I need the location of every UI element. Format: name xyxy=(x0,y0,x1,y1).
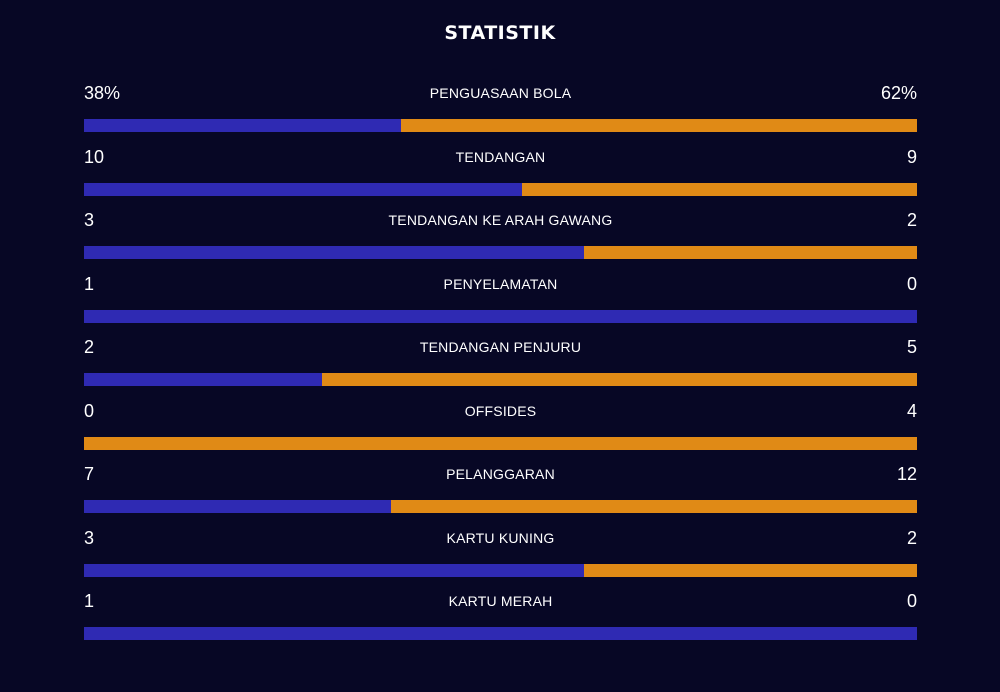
stat-label: OFFSIDES xyxy=(464,402,537,419)
comparison-bar xyxy=(84,182,917,196)
stat-label: KARTU MERAH xyxy=(448,593,553,609)
away-bar-segment xyxy=(583,246,917,259)
stats-title: STATISTIK xyxy=(444,22,556,44)
home-value: 3 xyxy=(84,210,95,230)
home-value: 2 xyxy=(84,337,95,357)
comparison-bar xyxy=(84,563,917,577)
stat-row-shots-on-target: 3 TENDANGAN KE ARAH GAWANG 2 xyxy=(84,207,917,271)
away-bar-segment xyxy=(84,436,917,450)
away-value: 2 xyxy=(906,210,917,230)
home-value: 1 xyxy=(84,273,95,294)
home-bar-segment xyxy=(84,309,917,323)
comparison-bar xyxy=(84,373,917,386)
stat-row-yellow-cards: 3 KARTU KUNING 2 xyxy=(84,525,917,589)
stat-label: KARTU KUNING xyxy=(446,529,555,546)
away-value: 9 xyxy=(906,146,917,167)
away-value: 62% xyxy=(880,83,917,103)
home-value: 10 xyxy=(84,146,105,167)
stat-label: TENDANGAN xyxy=(455,148,546,165)
away-value: 2 xyxy=(906,527,917,548)
away-value: 12 xyxy=(896,464,917,484)
away-bar-segment xyxy=(522,182,917,196)
home-value: 7 xyxy=(84,464,95,484)
home-bar-segment xyxy=(84,627,917,640)
home-bar-segment xyxy=(84,119,401,132)
home-bar-segment xyxy=(84,500,391,513)
stat-row-possession: 38% PENGUASAAN BOLA 62% xyxy=(84,80,917,144)
comparison-bar xyxy=(84,627,917,640)
away-value: 5 xyxy=(906,337,917,357)
away-bar-segment xyxy=(390,500,917,513)
away-value: 0 xyxy=(906,591,917,611)
stat-row-saves: 1 PENYELAMATAN 0 xyxy=(84,271,917,335)
stat-row-corners: 2 TENDANGAN PENJURU 5 xyxy=(84,334,917,398)
stat-row-red-cards: 1 KARTU MERAH 0 xyxy=(84,588,917,652)
stat-label: TENDANGAN PENJURU xyxy=(419,339,582,355)
away-value: 4 xyxy=(906,400,917,421)
home-bar-segment xyxy=(84,563,584,577)
away-bar-segment xyxy=(400,119,917,132)
stat-label: PELANGGARAN xyxy=(446,466,555,482)
stat-label: PENYELAMATAN xyxy=(443,275,558,292)
away-bar-segment xyxy=(583,563,917,577)
comparison-bar xyxy=(84,436,917,450)
comparison-bar xyxy=(84,309,917,323)
home-value: 3 xyxy=(84,527,95,548)
home-bar-segment xyxy=(84,246,584,259)
home-value: 38% xyxy=(84,83,121,103)
comparison-bar xyxy=(84,119,917,132)
comparison-bar xyxy=(84,246,917,259)
comparison-bar xyxy=(84,500,917,513)
home-value: 0 xyxy=(84,400,95,421)
away-value: 0 xyxy=(906,273,917,294)
stat-row-shots: 10 TENDANGAN 9 xyxy=(84,144,917,208)
stat-row-offsides: 0 OFFSIDES 4 xyxy=(84,398,917,462)
home-bar-segment xyxy=(84,373,322,386)
stats-list: 38% PENGUASAAN BOLA 62% 10 TENDANGAN 9 3… xyxy=(84,80,917,652)
stat-label: TENDANGAN KE ARAH GAWANG xyxy=(388,212,613,228)
stat-label: PENGUASAAN BOLA xyxy=(429,85,572,101)
home-value: 1 xyxy=(84,591,95,611)
home-bar-segment xyxy=(84,182,523,196)
away-bar-segment xyxy=(321,373,917,386)
stat-row-fouls: 7 PELANGGARAN 12 xyxy=(84,461,917,525)
